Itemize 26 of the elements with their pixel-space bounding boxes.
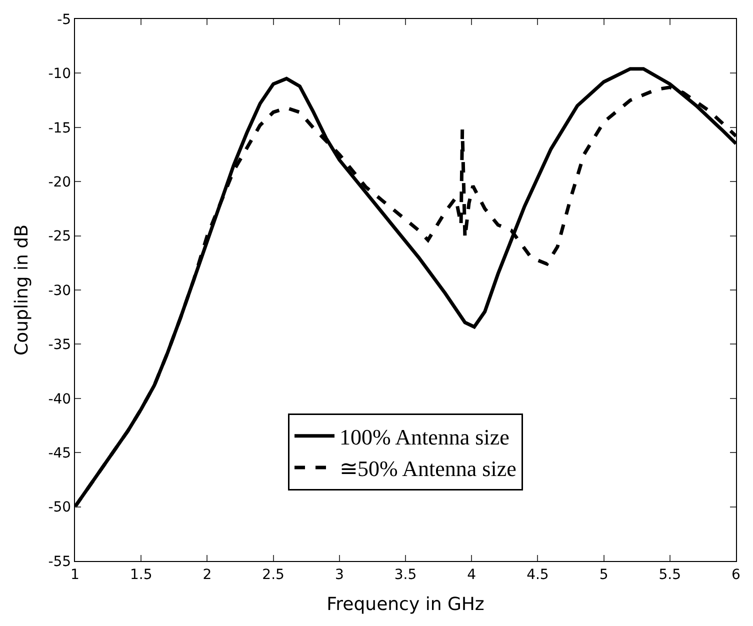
x-tick-label: 4 bbox=[467, 566, 476, 583]
x-tick-label: 2.5 bbox=[262, 566, 284, 583]
x-tick-label: 1.5 bbox=[130, 566, 152, 583]
legend-label: 100% Antenna size bbox=[340, 424, 510, 450]
y-tick-label: -20 bbox=[48, 174, 72, 190]
y-tick-label: -35 bbox=[48, 337, 72, 354]
y-tick-label: -30 bbox=[48, 282, 72, 299]
x-tick-label: 6 bbox=[732, 566, 741, 583]
y-tick-label: -25 bbox=[48, 228, 72, 245]
x-tick-label: 3 bbox=[334, 566, 344, 583]
legend-label: ≅50% Antenna size bbox=[340, 456, 516, 482]
y-tick-label: -40 bbox=[48, 391, 72, 408]
x-tick-label: 3.5 bbox=[394, 566, 417, 583]
x-axis-title: Frequency in GHz bbox=[326, 594, 484, 615]
y-tick-label: -45 bbox=[48, 446, 72, 462]
x-tick-label: 5 bbox=[599, 566, 608, 583]
x-tick-label: 5.5 bbox=[658, 566, 682, 583]
x-tick-label: 4.5 bbox=[526, 566, 549, 583]
y-tick-label: -10 bbox=[48, 66, 72, 82]
y-tick-label: -5 bbox=[57, 12, 72, 28]
y-tick-label: -15 bbox=[48, 120, 72, 136]
y-axis-title: Coupling in dB bbox=[11, 224, 32, 356]
y-tick-label: -55 bbox=[48, 554, 72, 570]
x-tick-label: 2 bbox=[202, 566, 212, 583]
y-tick-label: -50 bbox=[48, 500, 72, 516]
x-tick-label: 1 bbox=[70, 566, 80, 583]
